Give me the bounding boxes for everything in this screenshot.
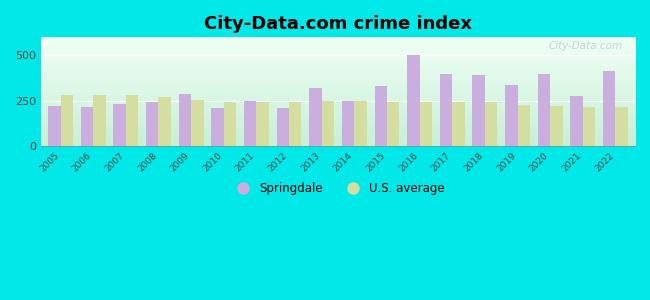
Bar — [289, 102, 302, 146]
Bar — [277, 108, 289, 146]
Bar — [146, 101, 159, 146]
Bar — [322, 100, 334, 146]
Bar — [159, 97, 171, 146]
Bar — [571, 96, 583, 146]
Bar — [387, 101, 399, 146]
Bar — [485, 102, 497, 146]
Bar — [420, 101, 432, 146]
Bar — [211, 108, 224, 146]
Bar — [473, 75, 485, 146]
Bar — [583, 107, 595, 146]
Bar — [48, 106, 60, 146]
Bar — [616, 107, 628, 146]
Bar — [603, 71, 616, 146]
Bar — [517, 105, 530, 146]
Bar — [505, 85, 517, 146]
Bar — [179, 94, 191, 146]
Bar — [191, 100, 203, 146]
Bar — [81, 107, 93, 146]
Bar — [60, 95, 73, 146]
Bar — [126, 95, 138, 146]
Bar — [256, 101, 269, 146]
Bar — [93, 95, 105, 146]
Bar — [354, 100, 367, 146]
Legend: Springdale, U.S. average: Springdale, U.S. average — [226, 177, 450, 200]
Bar — [538, 74, 550, 146]
Bar — [342, 100, 354, 146]
Bar — [550, 106, 562, 146]
Bar — [440, 74, 452, 146]
Bar — [374, 86, 387, 146]
Bar — [407, 56, 420, 146]
Bar — [309, 88, 322, 146]
Bar — [244, 100, 256, 146]
Bar — [452, 101, 465, 146]
Title: City-Data.com crime index: City-Data.com crime index — [204, 15, 472, 33]
Bar — [224, 101, 236, 146]
Bar — [114, 104, 126, 146]
Text: City-Data.com: City-Data.com — [549, 40, 623, 51]
